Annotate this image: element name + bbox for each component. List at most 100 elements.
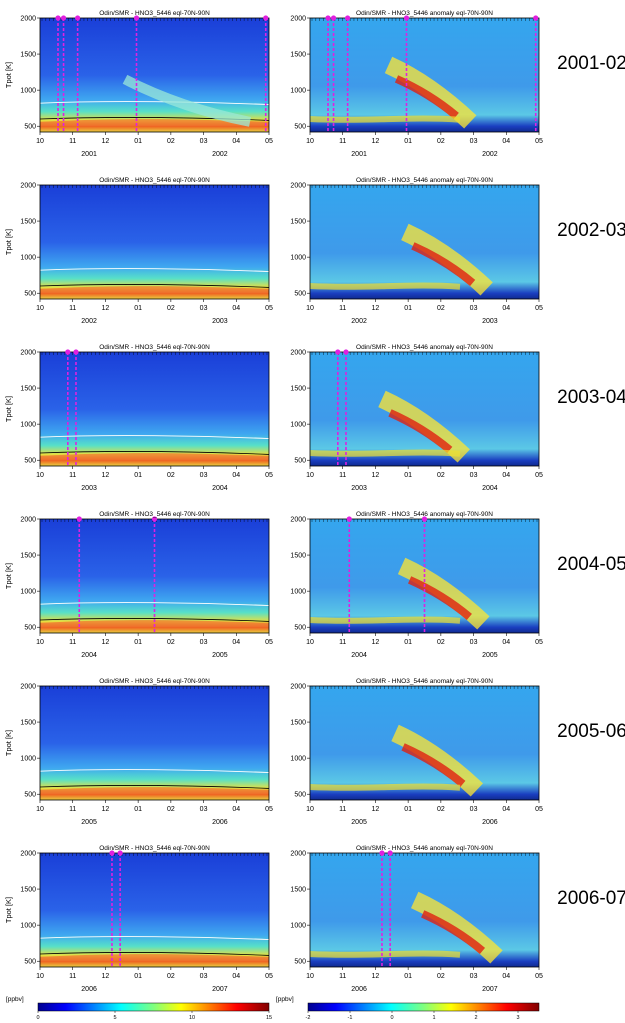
y-tick-label: 500 [294,458,306,465]
y-tick-label: 1000 [290,923,306,930]
x-tick-label: 12 [372,806,380,813]
event-marker-dot [263,15,269,21]
x-tick-label: 02 [167,973,175,980]
y-tick-label: 2000 [20,517,36,524]
year-label-left: 2005 [81,819,97,826]
x-tick-label: 05 [265,639,273,646]
x-tick-label: 10 [306,305,314,312]
row-2002-03: Odin/SMR - HNO3_5446 eql-70N-90N 500 1000 1… [4,177,625,325]
year-label-right: 2007 [212,986,228,993]
season-label: 2002-03 [557,220,625,241]
y-tick-label: 500 [24,792,36,799]
high-concentration-band [40,954,269,962]
x-tick-label: 03 [200,138,208,145]
high-concentration-band [40,453,269,461]
x-tick-label: 05 [265,973,273,980]
high-concentration-band [40,787,269,795]
y-axis-label: Tpot [K] [4,62,13,88]
season-label: 2004-05 [557,554,625,575]
x-tick-label: 02 [167,305,175,312]
anomaly-core [388,409,453,453]
colorbar-tick-label: -1 [348,1015,353,1021]
x-tick-label: 12 [102,138,110,145]
x-tick-label: 12 [102,472,110,479]
y-tick-label: 1500 [290,219,306,226]
anomaly-panel: Odin/SMR - HNO3_5446 anomaly eql-70N-90N… [290,177,543,325]
event-marker-dot [387,850,393,856]
x-tick-label: 04 [502,639,510,646]
panel-background [310,352,539,466]
row-2004-05: Odin/SMR - HNO3_5446 eql-70N-90N 500 1000 1… [4,511,625,659]
year-label-right: 2005 [482,652,498,659]
panel-title: Odin/SMR - HNO3_5446 anomaly eql-70N-90N [356,511,493,518]
absolute-panel: Odin/SMR - HNO3_5446 eql-70N-90N 500 1000 1… [4,344,273,492]
anomaly-panel: Odin/SMR - HNO3_5446 anomaly eql-70N-90N… [290,344,543,492]
anomaly-descent-band [391,724,484,797]
x-tick-label: 11 [69,639,76,646]
contour-line-10 [39,451,270,455]
absolute-panel: Odin/SMR - HNO3_5446 eql-70N-90N 500 1000 1… [4,511,273,659]
anomaly-descent-band [410,891,503,964]
x-tick-label: 12 [102,806,110,813]
panel-frame [39,685,270,801]
panel-title: Odin/SMR - HNO3_5446 anomaly eql-70N-90N [356,344,493,351]
anomaly-panel: Odin/SMR - HNO3_5446 anomaly eql-70N-90N… [290,845,543,993]
x-tick-label: 01 [134,973,142,980]
x-tick-label: 03 [470,973,478,980]
x-tick-label: 11 [339,806,346,813]
x-tick-label: 03 [200,305,208,312]
absolute-panel: Odin/SMR - HNO3_5446 eql-70N-90N 500 1000 1… [4,678,273,826]
low-level-anomaly [309,950,461,958]
x-tick-label: 05 [265,305,273,312]
y-tick-label: 500 [294,792,306,799]
row-2006-07: Odin/SMR - HNO3_5446 eql-70N-90N 500 1000 1… [4,845,625,993]
y-axis-label: Tpot [K] [4,730,13,756]
y-axis-label: Tpot [K] [4,563,13,589]
x-tick-label: 04 [232,472,240,479]
x-tick-label: 12 [372,639,380,646]
panel-frame [309,351,540,467]
x-tick-label: 02 [167,472,175,479]
y-tick-label: 1000 [20,255,36,262]
panel-frame [309,184,540,300]
panel-frame [39,351,270,467]
event-marker-dot [335,349,341,355]
x-tick-label: 02 [167,138,175,145]
x-tick-label: 03 [200,472,208,479]
x-tick-label: 11 [339,305,346,312]
season-label: 2005-06 [557,721,625,742]
year-label-right: 2005 [212,652,228,659]
x-tick-label: 02 [437,305,445,312]
contour-line-10 [39,785,270,789]
x-tick-label: 01 [404,806,412,813]
event-marker-dot [60,15,67,21]
absolute-panel: Odin/SMR - HNO3_5446 eql-70N-90N 500 1000 1… [4,10,273,158]
season-label: 2003-04 [557,387,625,408]
x-tick-label: 01 [404,138,412,145]
x-tick-label: 04 [502,973,510,980]
year-label-right: 2002 [482,151,498,158]
colorbar-tick-label: -2 [306,1015,311,1021]
panel-background [40,686,269,800]
panel-title: Odin/SMR - HNO3_5446 anomaly eql-70N-90N [356,10,493,17]
x-tick-label: 01 [404,639,412,646]
event-marker-dot [151,516,158,522]
panel-title: Odin/SMR - HNO3_5446 eql-70N-90N [99,678,210,685]
panel-title: Odin/SMR - HNO3_5446 anomaly eql-70N-90N [356,177,493,184]
x-tick-label: 10 [306,138,314,145]
anomaly-panel: Odin/SMR - HNO3_5446 anomaly eql-70N-90N… [290,511,543,659]
x-tick-label: 01 [404,472,412,479]
colorbars-layer: [ppbv] 0 5 10 15 [ppbv] -2 -1 0 1 2 3 [6,996,540,1021]
year-label-right: 2007 [482,986,498,993]
x-tick-label: 03 [200,973,208,980]
anomaly-core [401,743,466,787]
x-tick-label: 04 [502,305,510,312]
anomaly-core [407,576,472,620]
year-label-right: 2006 [212,819,228,826]
contour-line-5 [39,268,270,273]
x-tick-label: 01 [134,472,142,479]
y-tick-label: 2000 [290,517,306,524]
anomaly-core [394,75,459,119]
x-tick-label: 10 [36,305,44,312]
year-label-left: 2004 [81,652,97,659]
